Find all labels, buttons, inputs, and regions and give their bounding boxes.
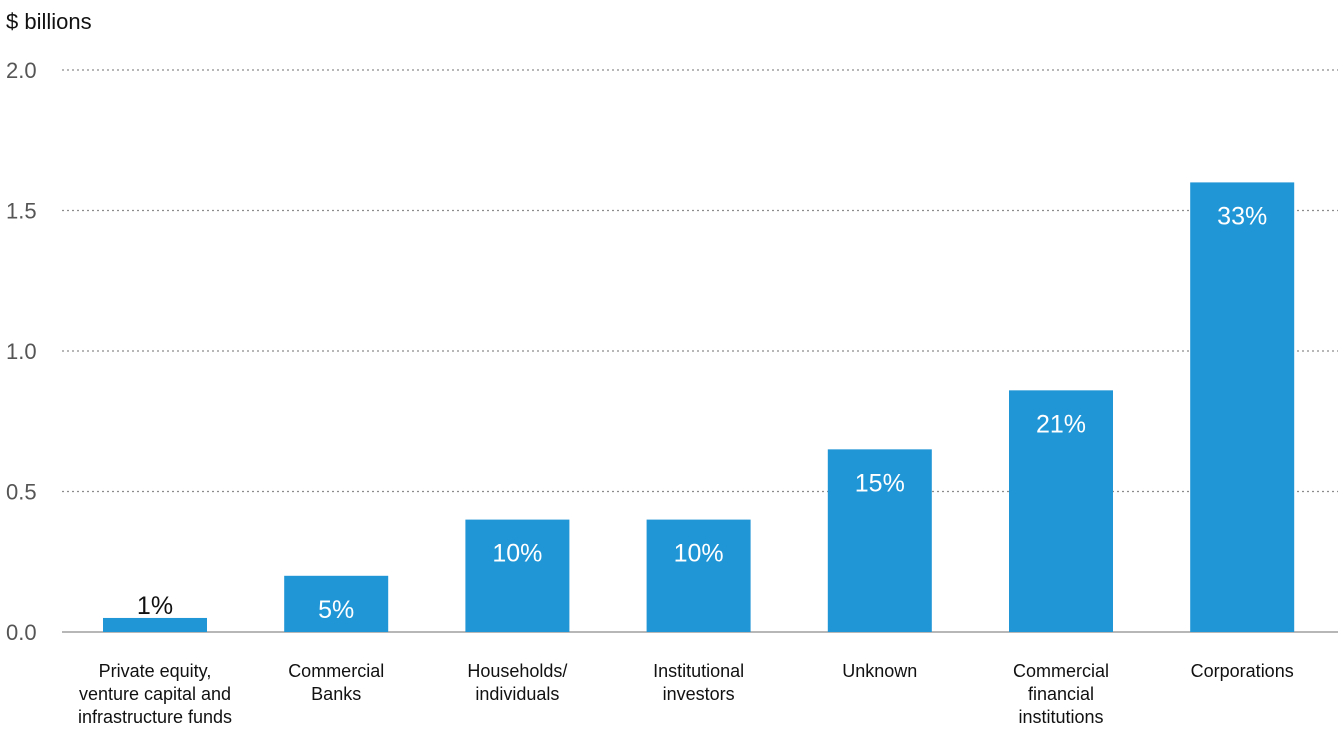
y-tick-label: 1.0 [6,339,37,364]
bar [646,519,751,632]
bar-value-label: 15% [855,469,905,497]
bar-value-label: 1% [137,592,173,620]
category-labels: Private equity, venture capital and infras… [78,661,1294,727]
bars [103,182,1295,632]
category-label: Unknown [842,661,917,681]
bar [1190,182,1295,632]
bar-value-labels: 1% 5% 10% 10% 15% 21% 33% [137,202,1267,623]
y-axis-ticks: 0.0 0.5 1.0 1.5 2.0 [6,58,37,645]
y-tick-label: 0.5 [6,480,37,505]
category-label: Commercial financial institutions [1013,661,1109,727]
bar [284,575,389,632]
bar-value-label: 33% [1217,202,1267,230]
bar-value-label: 10% [674,540,724,568]
bar [1009,390,1113,632]
bar [827,449,932,632]
bar-value-label: 21% [1036,410,1086,438]
y-tick-label: 0.0 [6,620,37,645]
category-label: Institutional investors [653,661,744,704]
category-label: Commercial Banks [288,661,384,704]
category-label: Private equity, venture capital and infras… [78,661,232,727]
y-tick-label: 1.5 [6,199,37,224]
bar [103,617,207,632]
bar [465,519,570,632]
y-tick-label: 2.0 [6,58,37,83]
bar-value-label: 10% [492,540,542,568]
category-label: Households/individuals [467,661,567,704]
y-axis-unit-label: $ billions [6,9,92,34]
category-label: Corporations [1191,661,1294,681]
bar-value-label: 5% [318,596,354,624]
